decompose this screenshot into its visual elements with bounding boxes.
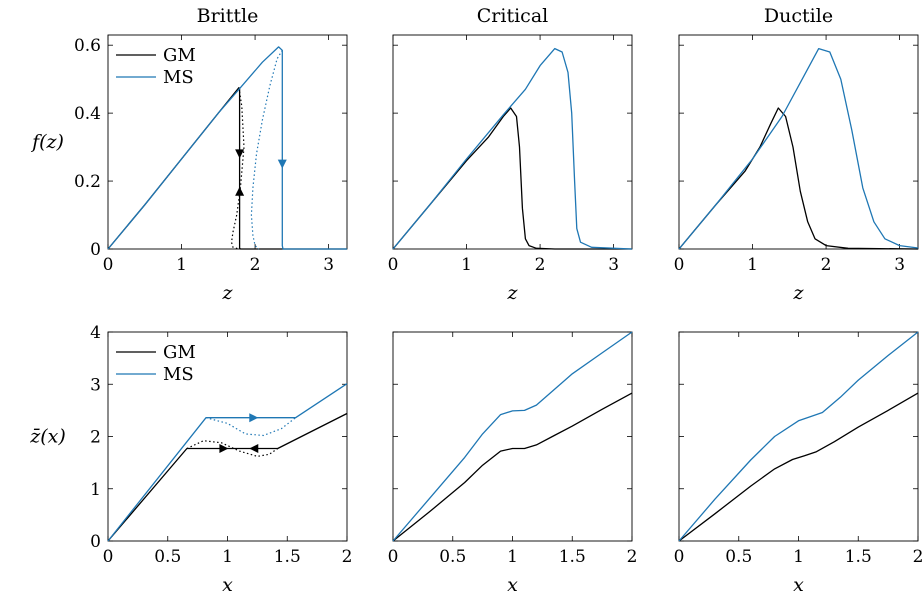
panel-0-series-0-line xyxy=(107,87,347,250)
panel-3-frame xyxy=(107,331,348,542)
panel-0-y-tick-label: 0.4 xyxy=(74,104,101,124)
panel-3-series-2-line xyxy=(107,383,348,542)
panel-4-x-tick-label: 1 xyxy=(507,547,518,567)
panel-2-title: Ductile xyxy=(764,5,833,27)
panel-5-series-1-line xyxy=(678,331,919,542)
panel-1-x-axis-label: z xyxy=(506,282,518,304)
panel-1-series-0-line xyxy=(392,107,632,250)
panel-4-series-0-line xyxy=(392,392,633,542)
panel-0-y-axis-label: f(z) xyxy=(30,131,64,153)
panel-4-x-tick-label: 2 xyxy=(627,547,638,567)
panel-5-x-tick-label: 0.5 xyxy=(725,547,752,567)
arrowhead-icon xyxy=(249,413,259,423)
panel-0-series-1-line xyxy=(230,87,245,250)
panel-3-series-1-line xyxy=(186,440,279,457)
panel-3-y-tick-label: 0 xyxy=(90,532,101,552)
panel-3-y-tick-label: 1 xyxy=(90,480,101,500)
panel-0-y-tick-label: 0.2 xyxy=(74,172,101,192)
panel-5-series-0-line xyxy=(678,392,919,542)
panel-1-x-tick-label: 3 xyxy=(608,255,619,275)
panel-0-series-3-line xyxy=(250,49,283,250)
panel-4-frame xyxy=(392,331,633,542)
panel-3-x-tick-label: 0.5 xyxy=(154,547,181,567)
panel-5-x-tick-label: 1 xyxy=(793,547,804,567)
panel-0-x-tick-label: 0 xyxy=(103,255,114,275)
panel-3-y-tick-label: 3 xyxy=(90,375,101,395)
arrowhead-icon xyxy=(235,149,245,159)
arrowhead-icon xyxy=(249,444,259,454)
panel-0-x-tick-label: 2 xyxy=(250,255,261,275)
panel-1-x-tick-label: 1 xyxy=(461,255,472,275)
panel-0-x-tick-label: 1 xyxy=(176,255,187,275)
panel-3-legend-label: GM xyxy=(163,342,196,363)
panel-1-series-1-line xyxy=(392,47,633,250)
panel-3-series-3-line xyxy=(205,417,296,437)
panel-1-frame xyxy=(392,34,633,250)
panel-3-legend-label: MS xyxy=(163,364,194,385)
panel-0-y-tick-label: 0.6 xyxy=(74,36,101,56)
panel-1-x-tick-label: 2 xyxy=(535,255,546,275)
panel-3-x-tick-label: 1.5 xyxy=(274,547,301,567)
panel-0-legend-label: GM xyxy=(163,45,196,66)
panel-3-y-axis-label: z̄(x) xyxy=(29,426,66,448)
panel-4-x-tick-label: 0 xyxy=(388,547,399,567)
panel-2-series-0-line xyxy=(678,107,919,250)
panel-3-x-tick-label: 1 xyxy=(222,547,233,567)
arrowhead-icon xyxy=(219,444,229,454)
panel-1-title: Critical xyxy=(477,5,548,27)
panel-2-frame xyxy=(678,34,919,250)
panel-0-title: Brittle xyxy=(197,5,259,27)
panel-3-x-axis-label: x xyxy=(222,574,233,594)
panel-4-x-tick-label: 0.5 xyxy=(439,547,466,567)
panel-3-y-tick-label: 4 xyxy=(90,323,101,343)
panel-5-x-tick-label: 2 xyxy=(913,547,924,567)
panel-2-x-axis-label: z xyxy=(792,282,804,304)
panel-2-x-tick-label: 3 xyxy=(894,255,905,275)
panel-3-x-tick-label: 2 xyxy=(342,547,353,567)
panel-5-x-tick-label: 0 xyxy=(674,547,685,567)
panel-2-x-tick-label: 1 xyxy=(747,255,758,275)
panel-2-x-tick-label: 0 xyxy=(674,255,685,275)
panel-4-x-tick-label: 1.5 xyxy=(559,547,586,567)
arrowhead-icon xyxy=(235,186,245,196)
panel-3-series-0-line xyxy=(107,412,348,542)
panel-1-x-tick-label: 0 xyxy=(388,255,399,275)
panel-4-x-axis-label: x xyxy=(507,574,518,594)
panel-0-legend-label: MS xyxy=(163,67,194,88)
panel-4-series-1-line xyxy=(392,331,633,542)
panel-0-x-tick-label: 3 xyxy=(323,255,334,275)
panel-5-x-axis-label: x xyxy=(793,574,804,594)
panel-0-series-2-line xyxy=(107,46,347,250)
panel-2-x-tick-label: 2 xyxy=(821,255,832,275)
panel-0-y-tick-label: 0 xyxy=(90,240,101,260)
panel-2-series-1-line xyxy=(678,47,919,250)
panel-3-y-tick-label: 2 xyxy=(90,428,101,448)
arrowhead-icon xyxy=(277,159,287,169)
panel-0-frame xyxy=(107,34,348,250)
panel-5-x-tick-label: 1.5 xyxy=(845,547,872,567)
panel-5-frame xyxy=(678,331,919,542)
panel-0-x-axis-label: z xyxy=(221,282,233,304)
panel-3-x-tick-label: 0 xyxy=(103,547,114,567)
